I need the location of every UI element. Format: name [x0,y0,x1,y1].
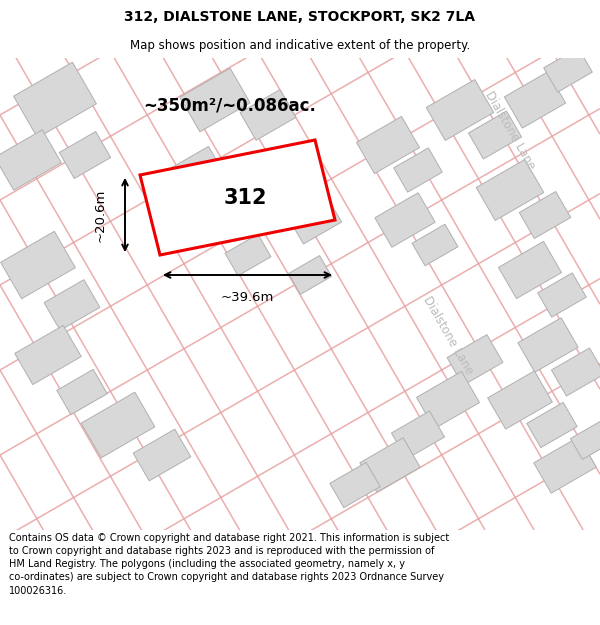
Polygon shape [225,234,271,276]
Polygon shape [416,371,479,429]
Polygon shape [391,411,445,459]
Polygon shape [180,68,250,132]
Text: ~350m²/~0.086ac.: ~350m²/~0.086ac. [143,96,316,114]
Polygon shape [447,334,503,386]
Polygon shape [469,111,521,159]
Text: Dialstone Lane: Dialstone Lane [421,294,476,376]
Polygon shape [394,148,442,192]
Polygon shape [505,72,566,128]
Polygon shape [1,231,76,299]
Polygon shape [140,140,335,255]
Text: Contains OS data © Crown copyright and database right 2021. This information is : Contains OS data © Crown copyright and d… [9,533,449,596]
Polygon shape [488,371,553,429]
Polygon shape [14,62,97,138]
Polygon shape [133,429,191,481]
Polygon shape [330,462,380,508]
Polygon shape [544,48,592,92]
Polygon shape [538,273,586,317]
Polygon shape [476,159,544,221]
Polygon shape [163,146,227,204]
Polygon shape [520,191,571,239]
Polygon shape [59,131,110,179]
Polygon shape [0,130,61,190]
Polygon shape [499,241,562,299]
Text: 312, DIALSTONE LANE, STOCKPORT, SK2 7LA: 312, DIALSTONE LANE, STOCKPORT, SK2 7LA [125,11,476,24]
Text: ~39.6m: ~39.6m [221,291,274,304]
Polygon shape [240,89,296,141]
Polygon shape [15,326,81,384]
Polygon shape [527,402,577,448]
Polygon shape [375,192,435,248]
Polygon shape [289,196,341,244]
Polygon shape [412,224,458,266]
Polygon shape [534,437,596,493]
Text: Dialstone Lane: Dialstone Lane [482,89,538,171]
Polygon shape [81,392,155,458]
Text: ~20.6m: ~20.6m [94,188,107,242]
Polygon shape [227,174,283,226]
Text: Map shows position and indicative extent of the property.: Map shows position and indicative extent… [130,39,470,52]
Polygon shape [426,79,494,141]
Polygon shape [356,116,419,174]
Polygon shape [571,421,600,459]
Polygon shape [518,318,578,372]
Polygon shape [57,369,107,414]
Polygon shape [44,279,100,331]
Text: 312: 312 [224,188,267,208]
Polygon shape [289,256,332,294]
Polygon shape [360,438,420,493]
Polygon shape [551,348,600,396]
